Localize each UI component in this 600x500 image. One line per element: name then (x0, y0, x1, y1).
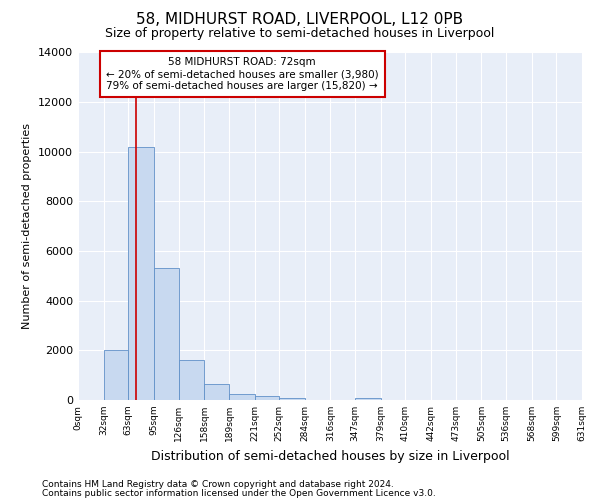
Bar (104, 350, 128, 400)
Text: 58, MIDHURST ROAD, LIVERPOOL, L12 0PB: 58, MIDHURST ROAD, LIVERPOOL, L12 0PB (136, 12, 464, 28)
Bar (254, 396, 279, 400)
Text: Contains public sector information licensed under the Open Government Licence v3: Contains public sector information licen… (42, 488, 436, 498)
Bar (204, 384, 229, 400)
Y-axis label: Number of semi-detached properties: Number of semi-detached properties (22, 123, 32, 329)
Bar (179, 360, 204, 400)
X-axis label: Distribution of semi-detached houses by size in Liverpool: Distribution of semi-detached houses by … (151, 450, 509, 462)
Bar (154, 268, 179, 400)
Text: Contains HM Land Registry data © Crown copyright and database right 2024.: Contains HM Land Registry data © Crown c… (42, 480, 394, 489)
Bar (355, 398, 381, 400)
Text: Size of property relative to semi-detached houses in Liverpool: Size of property relative to semi-detach… (106, 28, 494, 40)
Bar (229, 394, 254, 400)
Bar (128, 147, 154, 400)
Text: 58 MIDHURST ROAD: 72sqm
← 20% of semi-detached houses are smaller (3,980)
79% of: 58 MIDHURST ROAD: 72sqm ← 20% of semi-de… (106, 58, 379, 90)
Bar (279, 398, 305, 400)
